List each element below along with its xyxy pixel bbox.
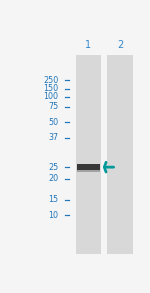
Text: 100: 100 <box>43 92 58 101</box>
Text: 150: 150 <box>43 84 58 93</box>
Bar <box>77 164 100 170</box>
Text: 50: 50 <box>48 118 58 127</box>
Text: 20: 20 <box>48 174 58 183</box>
Text: 15: 15 <box>48 195 58 204</box>
Text: 37: 37 <box>48 133 58 142</box>
Bar <box>107 55 133 254</box>
Text: 250: 250 <box>43 76 58 85</box>
Bar <box>76 55 101 254</box>
Text: 75: 75 <box>48 103 58 111</box>
Text: 1: 1 <box>85 40 91 50</box>
Text: 2: 2 <box>117 40 123 50</box>
Bar <box>77 170 100 172</box>
Text: 10: 10 <box>48 211 58 220</box>
Text: 25: 25 <box>48 163 58 172</box>
